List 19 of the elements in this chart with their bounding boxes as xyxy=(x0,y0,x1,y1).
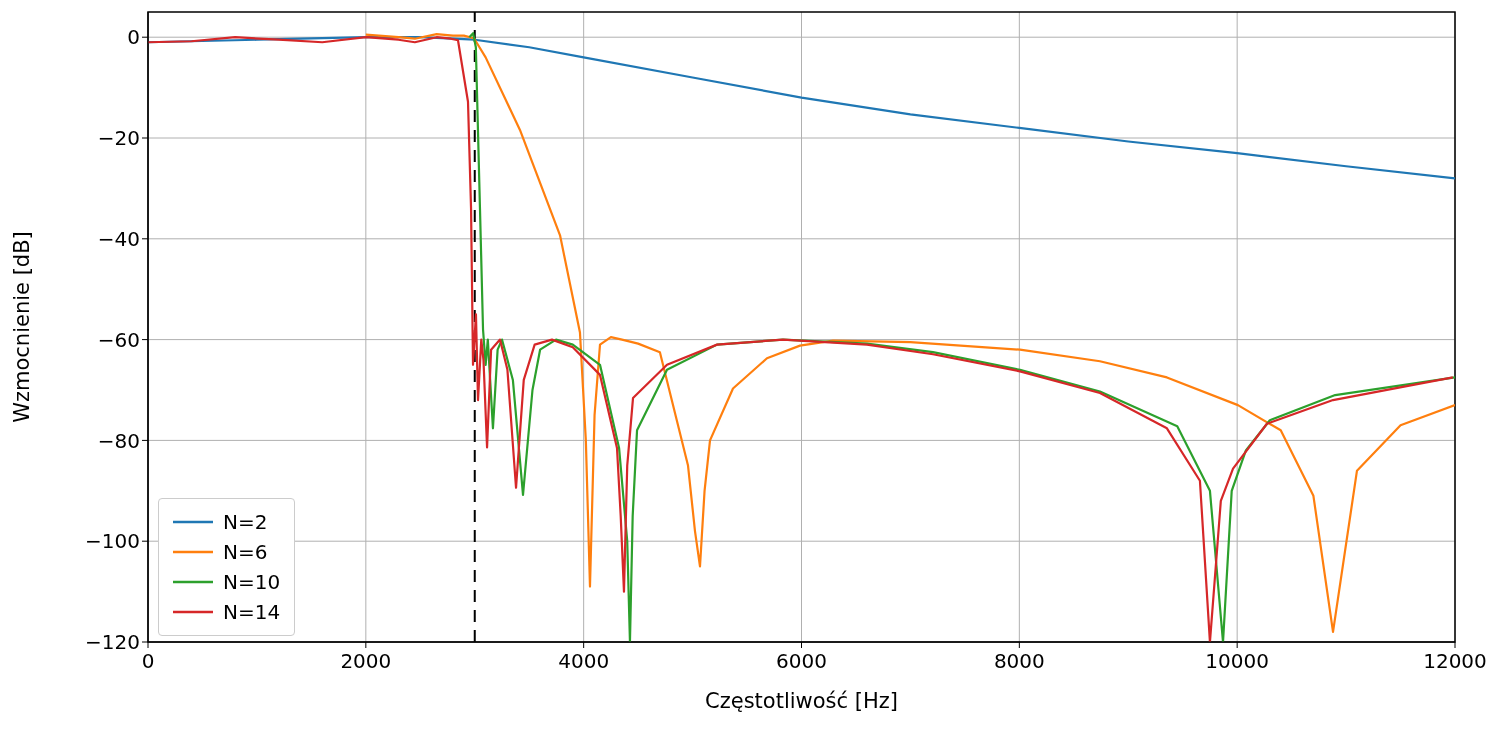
x-tick-label: 12000 xyxy=(1423,649,1487,674)
x-tick-label: 6000 xyxy=(776,649,827,674)
y-tick-label: −20 xyxy=(97,126,140,151)
y-tick-label: −120 xyxy=(85,630,140,655)
y-tick-label: −80 xyxy=(97,428,140,453)
y-tick-label: −60 xyxy=(97,327,140,352)
x-tick-label: 4000 xyxy=(558,649,610,674)
legend-label: N=6 xyxy=(223,540,268,564)
legend-label: N=10 xyxy=(223,570,281,594)
y-tick-label: 0 xyxy=(127,25,140,50)
legend-label: N=2 xyxy=(223,510,268,534)
x-tick-label: 8000 xyxy=(993,649,1045,674)
y-axis-title: Wzmocnienie [dB] xyxy=(10,231,35,423)
x-tick-label: 10000 xyxy=(1205,649,1269,674)
x-tick-label: 2000 xyxy=(340,649,392,674)
y-tick-label: −100 xyxy=(85,529,140,554)
x-axis-title: Częstotliwość [Hz] xyxy=(705,689,898,713)
legend-label: N=14 xyxy=(223,600,281,624)
y-tick-label: −40 xyxy=(97,226,140,251)
